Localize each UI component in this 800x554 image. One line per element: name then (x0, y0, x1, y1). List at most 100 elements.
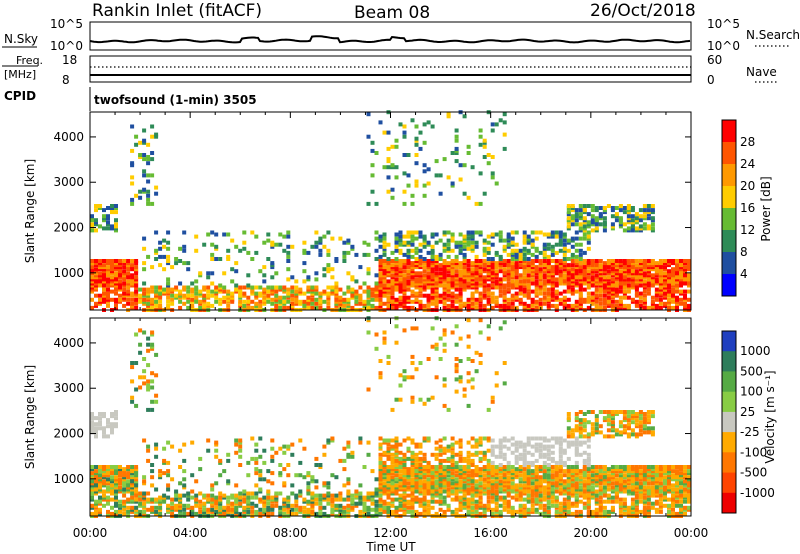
velocity-cell (246, 509, 251, 514)
power-cell (538, 261, 543, 266)
power-cell (402, 252, 407, 257)
velocity-cell (346, 493, 351, 498)
velocity-cell (238, 463, 243, 467)
velocity-cell (398, 397, 403, 402)
power-cell (182, 248, 187, 253)
power-cell (350, 275, 355, 280)
power-cell (534, 236, 539, 241)
velocity-cell (474, 499, 479, 504)
power-cell (638, 261, 643, 266)
power-cell (594, 208, 599, 213)
power-cell (538, 281, 543, 286)
power-cell (150, 157, 155, 162)
velocity-cell (566, 473, 571, 478)
power-cell (494, 299, 499, 304)
velocity-cell (182, 493, 187, 498)
power-cell (618, 277, 623, 282)
power-cell (534, 287, 539, 292)
velocity-cell (158, 511, 163, 516)
power-cell (470, 261, 475, 266)
velocity-cell (266, 505, 271, 510)
power-cell (626, 259, 631, 263)
power-cell (330, 287, 335, 292)
power-cell (566, 257, 571, 261)
power-cell (422, 261, 427, 266)
velocity-cell (398, 465, 403, 469)
power-cell (126, 281, 131, 286)
power-cell (258, 293, 263, 298)
power-cell (146, 155, 151, 159)
velocity-cell (422, 465, 427, 469)
power-cell (614, 214, 619, 219)
power-cell (586, 212, 591, 217)
velocity-cell (562, 469, 567, 474)
velocity-cell (114, 477, 118, 482)
power-cell (394, 240, 399, 245)
power-cell (687, 261, 691, 266)
power-cell (414, 246, 419, 251)
velocity-cell (534, 471, 539, 476)
velocity-cell (198, 456, 203, 461)
velocity-cell (386, 450, 391, 455)
velocity-cell (370, 491, 375, 496)
power-cell (98, 261, 102, 266)
power-cell (422, 183, 427, 188)
power-cell (258, 291, 263, 296)
velocity-cell (550, 477, 555, 482)
power-cell (414, 236, 419, 241)
power-cell (270, 261, 275, 266)
power-cell (446, 175, 451, 180)
power-cell (402, 240, 407, 245)
power-cell (434, 232, 439, 237)
velocity-cell (102, 489, 106, 494)
power-cell (238, 285, 243, 290)
velocity-cell (402, 487, 407, 492)
velocity-cell (498, 444, 503, 449)
power-cell (510, 267, 515, 272)
power-cell (150, 289, 155, 294)
velocity-cell (182, 477, 187, 482)
velocity-cell (282, 497, 287, 502)
power-cell (542, 295, 547, 300)
power-cell (462, 281, 467, 286)
velocity-cell (398, 383, 403, 388)
power-cell (98, 293, 102, 298)
power-cell (574, 303, 579, 308)
velocity-cell (446, 456, 451, 461)
velocity-cell (390, 444, 395, 449)
velocity-cell (414, 489, 419, 494)
velocity-cell (390, 487, 395, 492)
noise-right-tick-bottom: 10^0 (707, 39, 740, 53)
power-cell (502, 297, 507, 302)
velocity-cell (562, 463, 567, 467)
power-colorbar-label: Power [dB] (759, 176, 773, 241)
power-cell (206, 293, 211, 298)
velocity-cell (298, 460, 303, 465)
velocity-cell (350, 499, 355, 504)
power-cell (322, 244, 327, 249)
velocity-cell (250, 501, 255, 506)
power-cell (322, 299, 327, 304)
velocity-cell (410, 326, 415, 331)
velocity-cell (390, 465, 395, 469)
power-cell (406, 173, 411, 178)
power-cell (166, 246, 171, 251)
velocity-cell (250, 505, 255, 510)
velocity-cell (110, 412, 114, 416)
power-cell (358, 265, 363, 270)
velocity-cell (398, 503, 403, 508)
velocity-cell (466, 499, 471, 504)
power-cell (90, 297, 94, 302)
power-cell (466, 267, 471, 272)
power-cell (118, 279, 122, 284)
velocity-cell (102, 412, 106, 416)
power-cell (622, 267, 627, 272)
noise-left-tick-bottom: 10^0 (50, 39, 83, 53)
power-cell (534, 275, 539, 280)
velocity-cell (338, 491, 343, 496)
power-cell (478, 293, 483, 298)
power-cell (534, 293, 539, 298)
power-cell (683, 289, 687, 294)
power-cell (530, 267, 535, 272)
velocity-cell (434, 499, 439, 504)
